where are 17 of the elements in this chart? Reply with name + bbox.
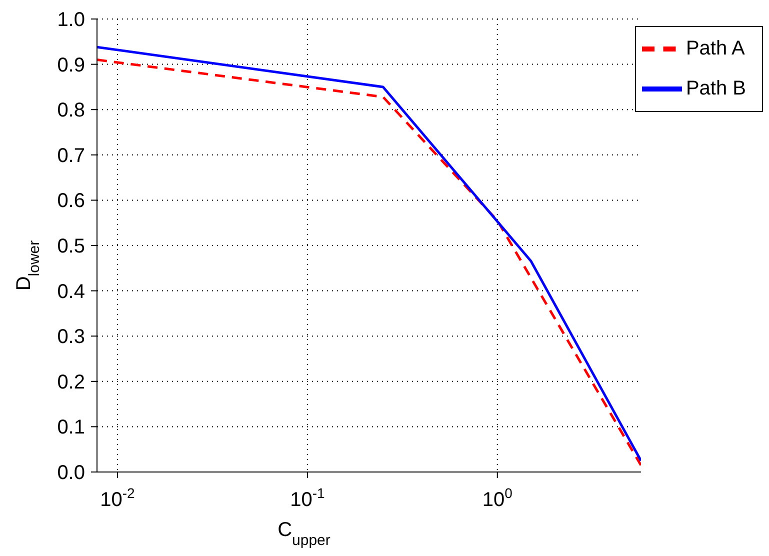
y-tick-label: 0.2 [57, 371, 85, 394]
y-tick-label: 0.8 [57, 100, 85, 122]
y-tick-label: 0.4 [57, 280, 85, 303]
legend-label: Path B [686, 77, 746, 100]
y-tick-label: 0.9 [57, 54, 85, 76]
y-tick-label: 0.3 [57, 326, 85, 348]
x-axis-title: C$_{upper}$ [278, 519, 330, 548]
y-tick-label: 0.6 [57, 190, 85, 212]
x-tick-label: 10$^{-2}$ [100, 485, 136, 511]
x-tick-label: 10$^{-1}$ [290, 485, 325, 511]
legend-label: Path A [686, 37, 745, 60]
y-tick-label: 0.0 [57, 462, 85, 484]
y-tick-label: 0.5 [57, 236, 85, 258]
y-tick-label: 0.7 [57, 144, 85, 167]
x-tick-label: 10$^{0}$ [482, 485, 513, 511]
y-tick-label: 0.1 [57, 416, 85, 439]
y-tick-label: 1.0 [57, 9, 85, 31]
